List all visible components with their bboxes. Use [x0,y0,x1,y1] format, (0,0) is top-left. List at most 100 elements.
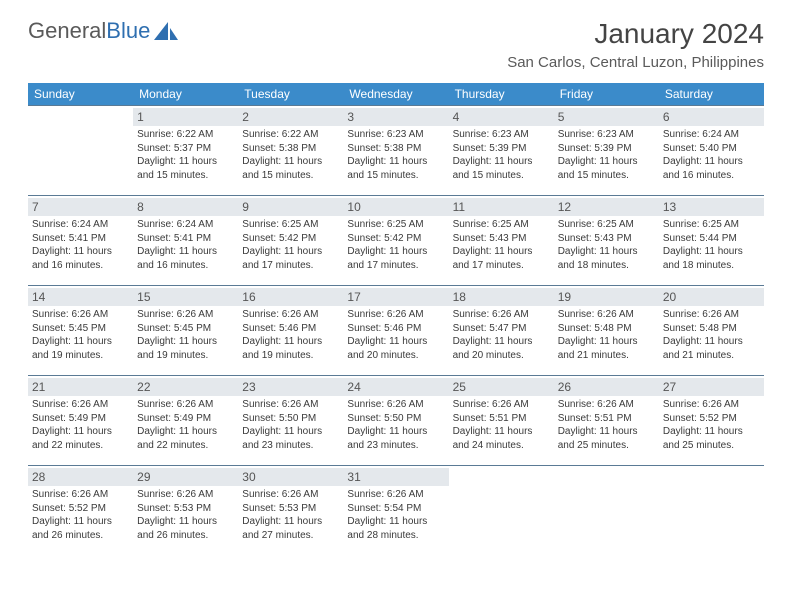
calendar-table: Sunday Monday Tuesday Wednesday Thursday… [28,83,764,556]
day-number: 1 [133,108,238,126]
calendar-cell: 17Sunrise: 6:26 AMSunset: 5:46 PMDayligh… [343,286,448,376]
calendar-cell: 9Sunrise: 6:25 AMSunset: 5:42 PMDaylight… [238,196,343,286]
sunset-text: Sunset: 5:51 PM [453,412,550,426]
daylight-text: Daylight: 11 hours and 26 minutes. [137,515,234,542]
day-number: 19 [554,288,659,306]
sunrise-text: Sunrise: 6:25 AM [663,218,760,232]
calendar-cell: 19 Sunrise: 6:26 AMSunset: 5:48 PMDayligh… [554,286,659,376]
daylight-text: Daylight: 11 hours and 16 minutes. [32,245,129,272]
day-number: 13 [659,198,764,216]
sunrise-text: Sunrise: 6:26 AM [558,308,655,322]
calendar-cell: 20Sunrise: 6:26 AMSunset: 5:48 PMDayligh… [659,286,764,376]
day-info: Sunrise: 6:26 AMSunset: 5:49 PMDaylight:… [137,398,234,452]
calendar-cell: 21 Sunrise: 6:26 AMSunset: 5:49 PMDayligh… [28,376,133,466]
daylight-text: Daylight: 11 hours and 27 minutes. [242,515,339,542]
sunset-text: Sunset: 5:40 PM [663,142,760,156]
calendar-week-row: 1Sunrise: 6:22 AMSunset: 5:37 PMDaylight… [28,106,764,196]
day-info: Sunrise: 6:26 AMSunset: 5:52 PMDaylight:… [663,398,760,452]
calendar-week-row: 21Sunrise: 6:26 AMSunset: 5:49 PMDayligh… [28,376,764,466]
daylight-text: Daylight: 11 hours and 21 minutes. [663,335,760,362]
day-info: Sunrise: 6:24 AMSunset: 5:41 PMDaylight:… [32,218,129,272]
day-number: 12 [554,198,659,216]
day-info: Sunrise: 6:26 AMSunset: 5:48 PMDaylight:… [558,308,655,362]
sunset-text: Sunset: 5:48 PM [663,322,760,336]
weekday-header: Saturday [659,83,764,106]
sunset-text: Sunset: 5:52 PM [663,412,760,426]
calendar-cell [28,106,133,196]
sunset-text: Sunset: 5:49 PM [32,412,129,426]
day-info: Sunrise: 6:26 AMSunset: 5:49 PMDaylight:… [32,398,129,452]
sunrise-text: Sunrise: 6:25 AM [347,218,444,232]
day-info: Sunrise: 6:24 AMSunset: 5:41 PMDaylight:… [137,218,234,272]
day-info: Sunrise: 6:26 AMSunset: 5:46 PMDaylight:… [242,308,339,362]
day-number: 16 [238,288,343,306]
sunset-text: Sunset: 5:50 PM [347,412,444,426]
day-number: 24 [343,378,448,396]
sunrise-text: Sunrise: 6:26 AM [32,398,129,412]
sunrise-text: Sunrise: 6:26 AM [137,398,234,412]
day-number: 30 [238,468,343,486]
daylight-text: Daylight: 11 hours and 23 minutes. [242,425,339,452]
sunset-text: Sunset: 5:51 PM [558,412,655,426]
day-number: 18 [449,288,554,306]
calendar-cell: 24Sunrise: 6:26 AMSunset: 5:50 PMDayligh… [343,376,448,466]
sunrise-text: Sunrise: 6:24 AM [32,218,129,232]
calendar-cell: 31Sunrise: 6:26 AMSunset: 5:54 PMDayligh… [343,466,448,556]
day-number: 21 [28,378,133,396]
day-number: 23 [238,378,343,396]
day-info: Sunrise: 6:26 AMSunset: 5:54 PMDaylight:… [347,488,444,542]
calendar-cell: 12 Sunrise: 6:25 AMSunset: 5:43 PMDayligh… [554,196,659,286]
weekday-header: Tuesday [238,83,343,106]
calendar-cell: 2Sunrise: 6:22 AMSunset: 5:38 PMDaylight… [238,106,343,196]
calendar-cell: 27 Sunrise: 6:26 AMSunset: 5:52 PMDayligh… [659,376,764,466]
daylight-text: Daylight: 11 hours and 15 minutes. [242,155,339,182]
daylight-text: Daylight: 11 hours and 15 minutes. [137,155,234,182]
day-number: 10 [343,198,448,216]
daylight-text: Daylight: 11 hours and 19 minutes. [137,335,234,362]
title-block: January 2024 San Carlos, Central Luzon, … [507,18,764,71]
weekday-header-row: Sunday Monday Tuesday Wednesday Thursday… [28,83,764,106]
header-row: GeneralBlue January 2024 San Carlos, Cen… [28,18,764,71]
sunrise-text: Sunrise: 6:26 AM [137,308,234,322]
day-info: Sunrise: 6:26 AMSunset: 5:52 PMDaylight:… [32,488,129,542]
day-number: 11 [449,198,554,216]
daylight-text: Daylight: 11 hours and 26 minutes. [32,515,129,542]
daylight-text: Daylight: 11 hours and 20 minutes. [453,335,550,362]
daylight-text: Daylight: 11 hours and 16 minutes. [137,245,234,272]
daylight-text: Daylight: 11 hours and 17 minutes. [453,245,550,272]
calendar-cell: 15Sunrise: 6:26 AMSunset: 5:45 PMDayligh… [133,286,238,376]
sunrise-text: Sunrise: 6:26 AM [663,308,760,322]
day-number: 28 [28,468,133,486]
sunrise-text: Sunrise: 6:25 AM [242,218,339,232]
day-number: 4 [449,108,554,126]
day-info: Sunrise: 6:22 AMSunset: 5:38 PMDaylight:… [242,128,339,182]
sunset-text: Sunset: 5:49 PM [137,412,234,426]
sunrise-text: Sunrise: 6:26 AM [32,308,129,322]
daylight-text: Daylight: 11 hours and 18 minutes. [558,245,655,272]
sunrise-text: Sunrise: 6:25 AM [558,218,655,232]
day-number: 25 [449,378,554,396]
sunrise-text: Sunrise: 6:22 AM [137,128,234,142]
sunset-text: Sunset: 5:53 PM [242,502,339,516]
sunrise-text: Sunrise: 6:26 AM [453,308,550,322]
day-info: Sunrise: 6:26 AMSunset: 5:45 PMDaylight:… [32,308,129,362]
calendar-cell: 29Sunrise: 6:26 AMSunset: 5:53 PMDayligh… [133,466,238,556]
sunrise-text: Sunrise: 6:24 AM [663,128,760,142]
location-text: San Carlos, Central Luzon, Philippines [507,54,764,71]
sunset-text: Sunset: 5:43 PM [558,232,655,246]
day-number: 6 [659,108,764,126]
sunset-text: Sunset: 5:43 PM [453,232,550,246]
sunrise-text: Sunrise: 6:22 AM [242,128,339,142]
sunrise-text: Sunrise: 6:23 AM [453,128,550,142]
day-info: Sunrise: 6:25 AMSunset: 5:43 PMDaylight:… [558,218,655,272]
day-number: 27 [659,378,764,396]
daylight-text: Daylight: 11 hours and 16 minutes. [663,155,760,182]
day-info: Sunrise: 6:25 AMSunset: 5:42 PMDaylight:… [347,218,444,272]
sunrise-text: Sunrise: 6:26 AM [242,488,339,502]
daylight-text: Daylight: 11 hours and 15 minutes. [347,155,444,182]
day-info: Sunrise: 6:26 AMSunset: 5:53 PMDaylight:… [242,488,339,542]
sunrise-text: Sunrise: 6:26 AM [453,398,550,412]
sunrise-text: Sunrise: 6:26 AM [32,488,129,502]
day-info: Sunrise: 6:26 AMSunset: 5:48 PMDaylight:… [663,308,760,362]
day-info: Sunrise: 6:25 AMSunset: 5:43 PMDaylight:… [453,218,550,272]
